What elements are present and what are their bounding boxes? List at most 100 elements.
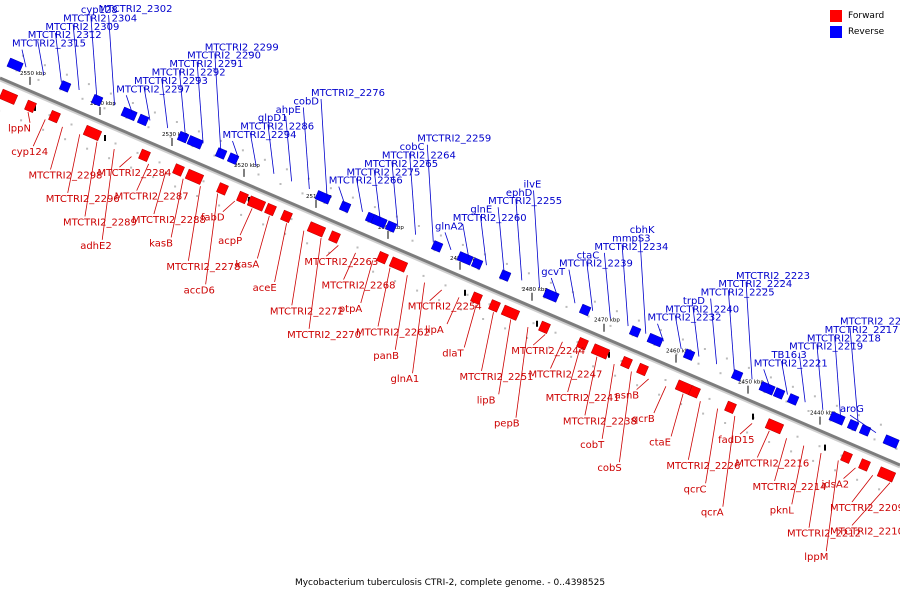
guide-dot: [592, 365, 595, 368]
forward-gene-label: asnB: [615, 391, 640, 402]
guide-dot: [587, 315, 590, 318]
tick-notch: [536, 320, 538, 327]
forward-leader: [851, 475, 874, 503]
guide-dot: [81, 97, 84, 100]
forward-leader: [532, 334, 546, 346]
forward-leader: [136, 163, 150, 191]
forward-leader: [601, 364, 615, 439]
guide-dot: [130, 166, 133, 169]
legend: Forward Reverse: [830, 8, 900, 40]
reverse-leader: [621, 244, 629, 327]
forward-leader: [670, 393, 684, 437]
reverse-leader: [409, 153, 416, 235]
forward-gene: [0, 88, 19, 105]
tick-label: 2530 kbp: [162, 132, 188, 138]
guide-dot: [439, 234, 442, 237]
reverse-gene-label: TB16.3: [770, 350, 806, 361]
guide-dot: [235, 164, 238, 166]
guide-dot: [70, 123, 73, 126]
forward-gene: [138, 148, 151, 163]
forward-gene: [24, 99, 37, 114]
guide-dot: [812, 459, 815, 462]
reverse-gene: [370, 214, 388, 229]
reverse-gene: [58, 80, 72, 93]
guide-dot: [659, 329, 662, 332]
reverse-gene: [758, 381, 776, 396]
forward-gene-label: panB: [373, 351, 399, 362]
forward-leader: [774, 438, 787, 482]
guide-dot: [746, 431, 749, 434]
forward-leader: [756, 430, 770, 458]
tick-label: 2480 kbp: [522, 287, 548, 293]
reverse-leader: [849, 414, 877, 434]
forward-gene: [724, 400, 737, 415]
tick-notch: [464, 289, 466, 296]
reverse-gene-label: MTCTRI2_2297: [116, 84, 190, 95]
forward-leader: [739, 423, 753, 435]
reverse-leader: [178, 70, 186, 136]
reverse-gene: [176, 130, 190, 144]
forward-gene: [538, 320, 551, 335]
guide-dot: [328, 251, 331, 254]
guide-dot: [197, 130, 200, 133]
forward-gene: [376, 250, 389, 265]
guide-dot: [21, 54, 24, 57]
reverse-gene-label: MTCTRI2_2309: [45, 22, 119, 33]
forward-gene-label: lppN: [8, 124, 31, 135]
reverse-gene: [384, 220, 398, 233]
guide-dot: [240, 213, 243, 216]
forward-gene-label: MTCTRI2_2287: [115, 192, 189, 203]
forward-gene-label: MTCTRI2_2263: [304, 257, 378, 268]
guide-dot: [593, 300, 596, 303]
reverse-gene-label: MTCTRI2_2292: [152, 68, 226, 79]
forward-leader: [851, 482, 891, 526]
forward-gene: [172, 163, 185, 177]
reverse-gene-label: MTCTRI2_2215: [840, 316, 900, 327]
reverse-leader: [763, 369, 771, 388]
reverse-gene-label: glpD1: [258, 113, 288, 124]
forward-gene: [48, 109, 61, 124]
guide-dot: [257, 173, 260, 176]
forward-gene: [576, 336, 589, 351]
guide-dot: [108, 157, 111, 160]
tick-label: 2550 kbp: [20, 71, 46, 77]
guide-dot: [103, 107, 106, 110]
reverse-gene-label: mmpS3: [612, 233, 651, 244]
guide-dot: [702, 412, 705, 415]
forward-leader: [170, 178, 184, 238]
reverse-leader: [356, 178, 363, 212]
guide-dot: [152, 176, 155, 179]
forward-gene-label: kasA: [235, 260, 259, 271]
reverse-gene-label: MTCTRI2_2299: [205, 42, 279, 53]
forward-gene-label: MTCTRI2_2296: [46, 194, 120, 205]
forward-leader: [360, 260, 374, 304]
guide-dot: [417, 225, 420, 227]
guide-dot: [791, 385, 794, 388]
guide-dot: [43, 64, 46, 67]
guide-dot: [64, 138, 67, 141]
guide-dot: [284, 232, 287, 235]
guide-dot: [570, 355, 573, 358]
forward-leader: [343, 252, 356, 280]
legend-reverse-label: Reverse: [848, 27, 885, 37]
forward-gene-label: kasB: [149, 238, 173, 249]
reverse-gene-label: cyp128: [81, 5, 118, 16]
reverse-gene-label: MTCTRI2_2217: [825, 325, 899, 336]
reverse-leader: [816, 344, 824, 410]
guide-dot: [372, 270, 375, 273]
guide-dot: [725, 357, 728, 360]
forward-gene: [280, 209, 293, 224]
guide-dot: [703, 348, 706, 350]
reverse-gene: [542, 288, 560, 303]
tick-label: 2450 kbp: [738, 380, 764, 386]
reverse-leader: [586, 261, 594, 311]
forward-gene-label: MTCTRI2_2270: [287, 330, 361, 341]
reverse-gene-label: MTCTRI2_2225: [701, 288, 775, 299]
guide-dot: [482, 318, 485, 320]
guide-dot: [680, 403, 683, 406]
reverse-leader: [727, 290, 735, 372]
guide-dot: [461, 243, 464, 246]
guide-dot: [37, 78, 40, 81]
guide-dot: [444, 284, 447, 287]
